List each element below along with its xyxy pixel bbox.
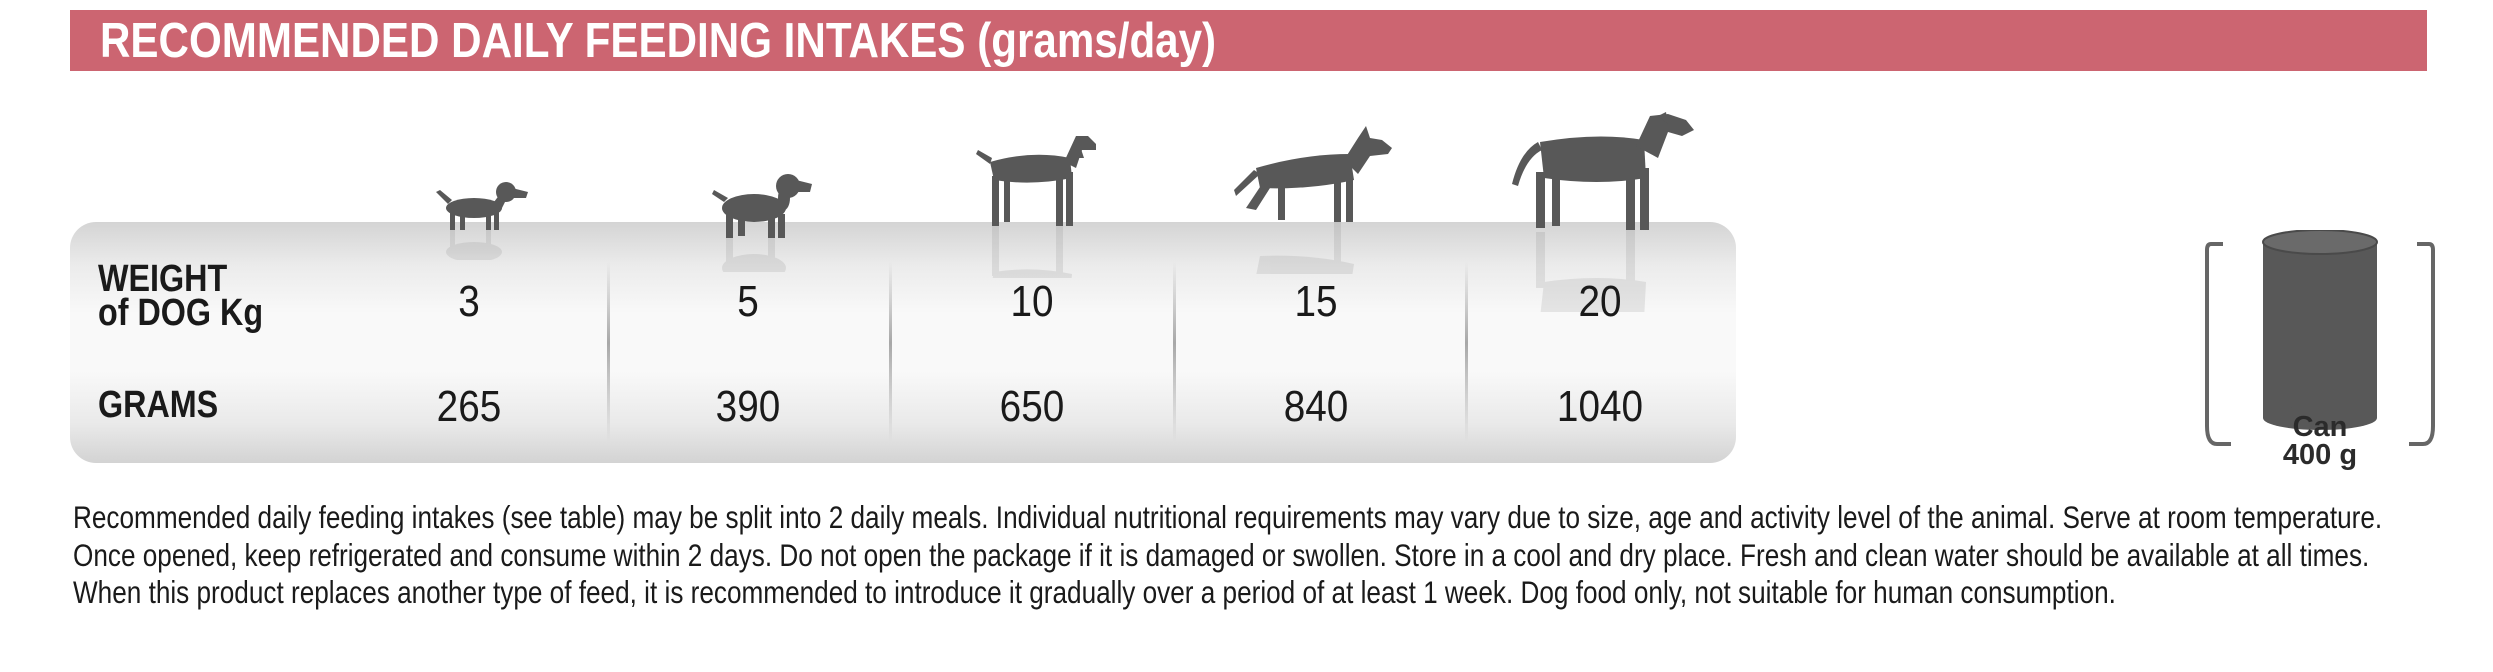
grams-value-3kg: 265	[436, 382, 502, 431]
column-divider	[1465, 262, 1468, 442]
great-dane-dog-icon	[1508, 112, 1694, 312]
weight-value-3kg: 3	[458, 277, 480, 326]
weight-value-15kg: 15	[1294, 277, 1338, 326]
spaniel-dog-icon	[712, 168, 812, 272]
column-divider	[607, 262, 610, 442]
can-label-line2: 400 g	[2282, 439, 2358, 471]
feeding-table	[70, 222, 1736, 463]
weight-value-5kg: 5	[737, 277, 759, 326]
feeding-instructions: Recommended daily feeding intakes (see t…	[73, 499, 2383, 610]
small-dog-icon	[430, 178, 530, 260]
grams-value-10kg: 650	[999, 382, 1065, 431]
grams-value-5kg: 390	[715, 382, 781, 431]
column-divider	[1173, 262, 1176, 442]
weight-row-label: WEIGHT of DOG Kg	[98, 258, 264, 334]
weight-value-10kg: 10	[1010, 277, 1054, 326]
column-divider	[889, 262, 892, 442]
weight-value-20kg: 20	[1578, 277, 1622, 326]
can-label-line1: Can	[2292, 411, 2348, 443]
shepherd-dog-icon	[1234, 124, 1394, 274]
weight-label-line1: WEIGHT	[98, 258, 228, 300]
grams-value-20kg: 1040	[1556, 382, 1644, 431]
grams-row-label: GRAMS	[98, 384, 219, 426]
can-icon	[2205, 229, 2435, 470]
header-banner: RECOMMENDED DAILY FEEDING INTAKES (grams…	[70, 10, 2427, 71]
weight-label-line2: of DOG Kg	[98, 292, 264, 334]
page-title: RECOMMENDED DAILY FEEDING INTAKES (grams…	[100, 14, 1217, 68]
pointer-dog-icon	[972, 128, 1098, 278]
grams-value-15kg: 840	[1283, 382, 1349, 431]
